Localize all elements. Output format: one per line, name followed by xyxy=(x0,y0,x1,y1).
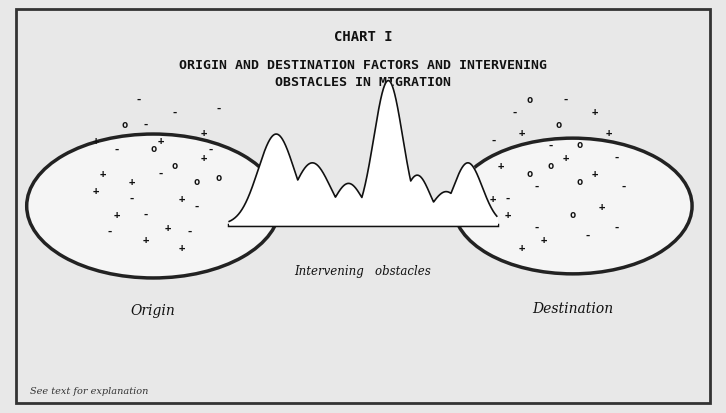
Text: -: - xyxy=(143,119,149,129)
Text: -: - xyxy=(613,222,619,232)
Text: -: - xyxy=(107,226,113,236)
Circle shape xyxy=(454,139,692,274)
Text: +: + xyxy=(129,177,135,187)
Circle shape xyxy=(27,135,280,278)
Text: +: + xyxy=(143,234,149,244)
Text: -: - xyxy=(534,222,539,232)
Text: -: - xyxy=(620,181,627,191)
Text: -: - xyxy=(505,193,511,203)
Text: +: + xyxy=(591,107,597,117)
FancyBboxPatch shape xyxy=(16,9,710,404)
Text: -: - xyxy=(158,169,163,179)
Text: +: + xyxy=(519,242,525,252)
Text: -: - xyxy=(129,193,135,203)
Text: -: - xyxy=(584,230,590,240)
Text: +: + xyxy=(541,234,547,244)
Text: +: + xyxy=(92,136,99,146)
Text: +: + xyxy=(165,222,171,232)
Text: Origin: Origin xyxy=(131,303,176,317)
Text: -: - xyxy=(194,202,200,211)
Text: +: + xyxy=(598,202,605,211)
Text: -: - xyxy=(534,181,539,191)
Text: +: + xyxy=(99,169,106,179)
Text: o: o xyxy=(555,119,561,129)
Text: o: o xyxy=(150,144,156,154)
Text: +: + xyxy=(563,152,568,162)
Text: +: + xyxy=(179,193,185,203)
Text: +: + xyxy=(179,242,185,252)
Text: o: o xyxy=(577,177,583,187)
Text: -: - xyxy=(143,210,149,220)
Text: o: o xyxy=(172,161,178,171)
Text: +: + xyxy=(497,161,504,171)
Text: o: o xyxy=(526,169,532,179)
Text: +: + xyxy=(490,193,497,203)
Text: +: + xyxy=(591,169,597,179)
Text: -: - xyxy=(208,144,214,154)
Text: +: + xyxy=(114,210,121,220)
Text: -: - xyxy=(114,144,121,154)
Text: Destination: Destination xyxy=(532,301,613,315)
Text: +: + xyxy=(519,128,525,138)
Text: o: o xyxy=(121,119,128,129)
Text: +: + xyxy=(158,136,163,146)
Text: -: - xyxy=(490,136,497,146)
Text: -: - xyxy=(172,107,178,117)
Text: -: - xyxy=(215,103,221,113)
Text: -: - xyxy=(136,95,142,105)
Text: -: - xyxy=(512,107,518,117)
Text: Intervening   obstacles: Intervening obstacles xyxy=(295,264,431,277)
Text: See text for explanation: See text for explanation xyxy=(30,386,149,395)
Text: o: o xyxy=(570,210,576,220)
Text: +: + xyxy=(505,210,511,220)
Text: o: o xyxy=(215,173,221,183)
Text: o: o xyxy=(526,95,532,105)
Text: -: - xyxy=(187,226,192,236)
Text: -: - xyxy=(563,95,568,105)
Text: +: + xyxy=(605,128,612,138)
Text: CHART I: CHART I xyxy=(334,30,392,44)
Text: o: o xyxy=(577,140,583,150)
Text: +: + xyxy=(201,152,207,162)
Text: -: - xyxy=(548,140,554,150)
Text: -: - xyxy=(613,152,619,162)
Text: ORIGIN AND DESTINATION FACTORS AND INTERVENING
OBSTACLES IN MIGRATION: ORIGIN AND DESTINATION FACTORS AND INTER… xyxy=(179,59,547,89)
Text: o: o xyxy=(548,161,554,171)
Text: +: + xyxy=(92,185,99,195)
Text: o: o xyxy=(194,177,200,187)
Text: +: + xyxy=(201,128,207,138)
